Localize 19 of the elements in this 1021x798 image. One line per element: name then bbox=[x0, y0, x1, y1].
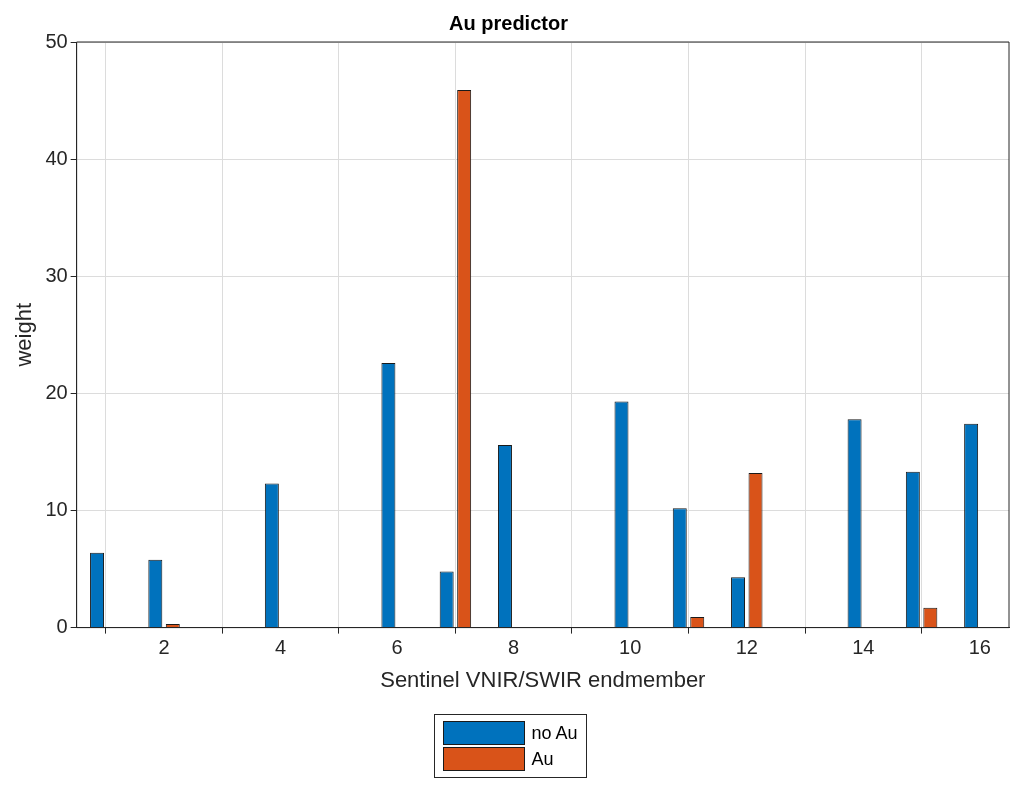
x-tick-label: 4 bbox=[275, 636, 287, 659]
y-tick-label: 20 bbox=[45, 380, 68, 403]
x-axis-title: Sentinel VNIR/SWIR endmember bbox=[380, 666, 706, 692]
x-tick-label: 6 bbox=[391, 636, 403, 659]
x-tick-label: 8 bbox=[508, 636, 520, 659]
legend-label: no Au bbox=[531, 722, 578, 744]
y-tick-label: 0 bbox=[56, 615, 68, 638]
y-axis-title: weight bbox=[11, 303, 37, 368]
y-tick-label: 30 bbox=[45, 263, 68, 286]
y-tick-label: 10 bbox=[45, 498, 68, 520]
x-tick-label: 2 bbox=[158, 636, 170, 659]
y-tick-label: 50 bbox=[45, 29, 68, 52]
y-tick-label: 40 bbox=[45, 146, 68, 169]
x-tick-label: 12 bbox=[735, 636, 758, 659]
x-tick-label: 10 bbox=[619, 636, 642, 659]
x-tick-label: 14 bbox=[852, 636, 875, 659]
chart-title: Au predictor bbox=[449, 11, 569, 34]
legend-label: Au bbox=[531, 748, 554, 770]
x-tick-label: 16 bbox=[968, 636, 991, 659]
